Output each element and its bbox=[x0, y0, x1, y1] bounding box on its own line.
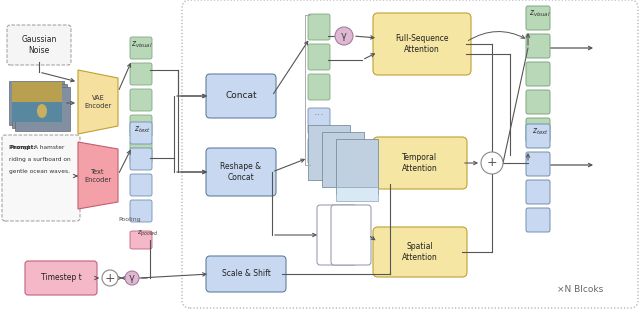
FancyBboxPatch shape bbox=[130, 89, 152, 111]
Text: γ: γ bbox=[129, 273, 135, 283]
Text: $z_{pooled}$: $z_{pooled}$ bbox=[138, 229, 159, 239]
FancyBboxPatch shape bbox=[206, 256, 286, 292]
Text: VAE
Encoder: VAE Encoder bbox=[84, 95, 111, 108]
FancyBboxPatch shape bbox=[308, 44, 330, 70]
FancyBboxPatch shape bbox=[526, 34, 550, 58]
Circle shape bbox=[481, 152, 503, 174]
FancyBboxPatch shape bbox=[317, 205, 357, 265]
Circle shape bbox=[102, 270, 118, 286]
FancyBboxPatch shape bbox=[206, 74, 276, 118]
FancyBboxPatch shape bbox=[12, 82, 62, 102]
Text: Reshape &
Concat: Reshape & Concat bbox=[220, 162, 262, 182]
FancyBboxPatch shape bbox=[336, 139, 378, 194]
Text: +: + bbox=[486, 157, 497, 170]
FancyBboxPatch shape bbox=[308, 138, 330, 164]
Text: Full-Sequence
Attention: Full-Sequence Attention bbox=[396, 34, 449, 54]
FancyBboxPatch shape bbox=[9, 81, 64, 125]
FancyBboxPatch shape bbox=[373, 137, 467, 189]
Text: $z_{visual}$: $z_{visual}$ bbox=[131, 40, 153, 50]
FancyBboxPatch shape bbox=[308, 74, 330, 100]
FancyBboxPatch shape bbox=[526, 208, 550, 232]
FancyBboxPatch shape bbox=[130, 63, 152, 85]
FancyBboxPatch shape bbox=[308, 125, 350, 180]
FancyBboxPatch shape bbox=[526, 152, 550, 176]
Text: +: + bbox=[105, 272, 115, 285]
Text: Timestep t: Timestep t bbox=[40, 273, 81, 282]
FancyBboxPatch shape bbox=[331, 205, 371, 265]
FancyBboxPatch shape bbox=[25, 261, 97, 295]
FancyBboxPatch shape bbox=[2, 135, 80, 221]
Text: ×N Blcoks: ×N Blcoks bbox=[557, 286, 603, 294]
Text: $z_{text}$: $z_{text}$ bbox=[134, 125, 150, 135]
Text: $z_{visual}$: $z_{visual}$ bbox=[529, 9, 551, 19]
FancyBboxPatch shape bbox=[526, 118, 550, 142]
FancyBboxPatch shape bbox=[130, 174, 152, 196]
Text: Concat: Concat bbox=[225, 91, 257, 100]
FancyBboxPatch shape bbox=[308, 108, 330, 134]
Text: Prompt: A hamster: Prompt: A hamster bbox=[9, 145, 65, 150]
Text: Scale & Shift: Scale & Shift bbox=[221, 269, 271, 278]
Text: riding a surfboard on: riding a surfboard on bbox=[9, 157, 70, 162]
FancyBboxPatch shape bbox=[526, 6, 550, 30]
Text: Text
Encoder: Text Encoder bbox=[84, 170, 111, 183]
FancyBboxPatch shape bbox=[130, 141, 152, 163]
FancyBboxPatch shape bbox=[206, 148, 276, 196]
Text: gentle ocean waves.: gentle ocean waves. bbox=[9, 170, 70, 175]
Text: Prompt:: Prompt: bbox=[9, 145, 36, 150]
Text: Spatial
Attention: Spatial Attention bbox=[402, 242, 438, 262]
FancyBboxPatch shape bbox=[373, 13, 471, 75]
FancyBboxPatch shape bbox=[130, 122, 152, 144]
Polygon shape bbox=[78, 142, 118, 209]
Text: Gaussian
Noise: Gaussian Noise bbox=[21, 35, 57, 55]
Text: $z_{text}$: $z_{text}$ bbox=[532, 127, 548, 137]
FancyBboxPatch shape bbox=[130, 200, 152, 222]
FancyBboxPatch shape bbox=[373, 227, 467, 277]
Ellipse shape bbox=[37, 104, 47, 118]
FancyBboxPatch shape bbox=[526, 90, 550, 114]
FancyBboxPatch shape bbox=[526, 180, 550, 204]
FancyBboxPatch shape bbox=[526, 124, 550, 148]
FancyBboxPatch shape bbox=[12, 84, 67, 128]
FancyArrowPatch shape bbox=[468, 32, 525, 41]
FancyBboxPatch shape bbox=[130, 231, 152, 249]
FancyBboxPatch shape bbox=[130, 37, 152, 59]
FancyBboxPatch shape bbox=[12, 102, 62, 122]
FancyBboxPatch shape bbox=[130, 115, 152, 137]
FancyBboxPatch shape bbox=[308, 14, 330, 40]
Text: γ: γ bbox=[341, 31, 347, 41]
Polygon shape bbox=[78, 70, 118, 134]
FancyBboxPatch shape bbox=[526, 62, 550, 86]
Circle shape bbox=[125, 271, 139, 285]
Circle shape bbox=[335, 27, 353, 45]
FancyBboxPatch shape bbox=[322, 132, 364, 187]
FancyBboxPatch shape bbox=[15, 87, 70, 131]
Text: Temporal
Attention: Temporal Attention bbox=[402, 153, 438, 173]
FancyBboxPatch shape bbox=[336, 187, 378, 201]
FancyBboxPatch shape bbox=[7, 25, 71, 65]
Text: Pooling: Pooling bbox=[118, 218, 141, 223]
Text: ...: ... bbox=[314, 107, 324, 117]
FancyBboxPatch shape bbox=[130, 148, 152, 170]
